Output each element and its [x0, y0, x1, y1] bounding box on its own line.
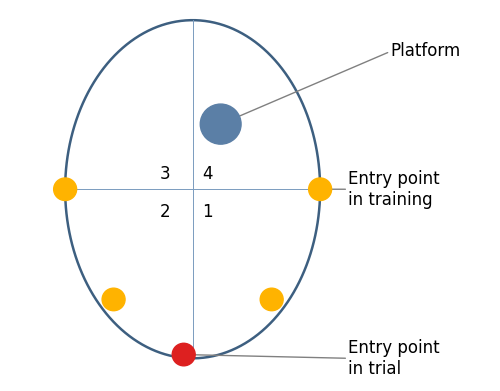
Circle shape: [200, 104, 241, 144]
Circle shape: [308, 178, 332, 201]
Text: Platform: Platform: [390, 43, 460, 61]
Circle shape: [260, 288, 283, 311]
Text: 1: 1: [202, 203, 213, 221]
Circle shape: [172, 343, 195, 366]
Circle shape: [102, 288, 125, 311]
Text: 4: 4: [202, 165, 213, 183]
Text: Entry point
in trial: Entry point in trial: [348, 339, 440, 378]
Circle shape: [54, 178, 76, 201]
Text: 3: 3: [160, 165, 170, 183]
Text: Entry point
in training: Entry point in training: [348, 170, 440, 209]
Text: 2: 2: [160, 203, 170, 221]
